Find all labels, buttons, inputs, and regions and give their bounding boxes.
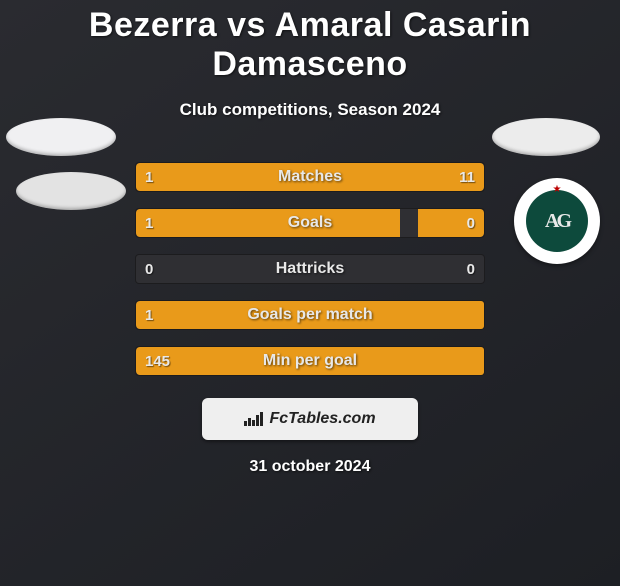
- stats-container: 111Matches 10Goals 00Hattricks 1Goals per m…: [135, 162, 485, 376]
- right-club-badge: ★ AG: [514, 178, 600, 264]
- left-player-badge-1: [6, 118, 116, 156]
- footer-brand-text: FcTables.com: [269, 410, 375, 428]
- chart-bars-icon: [244, 412, 263, 426]
- page-subtitle: Club competitions, Season 2024: [0, 100, 620, 120]
- stat-label: Matches: [136, 163, 484, 191]
- stat-row: 1Goals per match: [135, 300, 485, 330]
- left-player-badge-2: [16, 172, 126, 210]
- footer-date: 31 october 2024: [0, 458, 620, 476]
- page-title: Bezerra vs Amaral Casarin Damasceno: [0, 6, 620, 84]
- stat-label: Goals: [136, 209, 484, 237]
- footer-brand-box: FcTables.com: [202, 398, 418, 440]
- stat-label: Goals per match: [136, 301, 484, 329]
- stat-row: 145Min per goal: [135, 346, 485, 376]
- stat-row: 00Hattricks: [135, 254, 485, 284]
- stat-row: 111Matches: [135, 162, 485, 192]
- stat-label: Min per goal: [136, 347, 484, 375]
- star-icon: ★: [553, 184, 562, 195]
- club-badge-monogram: AG: [526, 190, 588, 252]
- stat-row: 10Goals: [135, 208, 485, 238]
- stat-label: Hattricks: [136, 255, 484, 283]
- right-player-badge-1: [492, 118, 600, 156]
